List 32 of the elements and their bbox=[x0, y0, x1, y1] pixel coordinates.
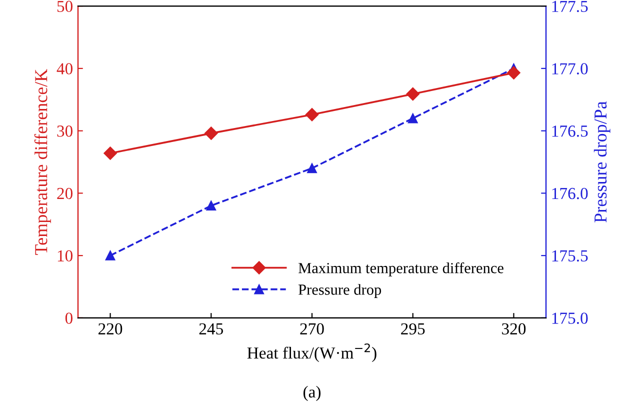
y-tick-label: 30 bbox=[57, 126, 73, 137]
y-tick-label: 40 bbox=[56, 63, 73, 74]
y2-axis-title: Pressure drop/Pa bbox=[594, 101, 610, 222]
point bbox=[206, 200, 216, 211]
y-tick-label: 20 bbox=[57, 188, 73, 200]
x-tick-label: 270 bbox=[300, 323, 324, 335]
point bbox=[305, 108, 319, 122]
y-tick-label: 50 bbox=[57, 0, 73, 12]
point bbox=[307, 163, 317, 174]
x-tick-label: 245 bbox=[199, 323, 223, 335]
point bbox=[406, 87, 420, 101]
legend-label: Maximum temperature difference bbox=[298, 262, 504, 276]
point bbox=[204, 126, 218, 140]
text: (a) bbox=[303, 386, 321, 401]
legend-label: Pressure drop bbox=[298, 284, 382, 298]
y-axis-title: Temperature difference/K bbox=[34, 68, 51, 255]
y2-tick-label: 177.5 bbox=[552, 0, 588, 12]
y-tick-label: 0 bbox=[65, 312, 73, 324]
point bbox=[104, 146, 117, 160]
point bbox=[507, 66, 520, 80]
y-tick-label: 10 bbox=[58, 250, 73, 262]
y2-tick-label: 176.0 bbox=[552, 188, 588, 200]
x-tick-label: 220 bbox=[98, 323, 122, 335]
x-tick-label: 295 bbox=[401, 323, 425, 335]
point bbox=[105, 250, 116, 260]
point bbox=[408, 113, 418, 124]
y2-tick-label: 176.5 bbox=[552, 126, 588, 137]
y2-tick-label: 175.5 bbox=[552, 250, 588, 262]
x-tick-label: 320 bbox=[502, 323, 526, 335]
x-axis-title: Heat flux/(W·m$^{−2}$) bbox=[247, 343, 376, 362]
y2-tick-label: 175.0 bbox=[552, 312, 588, 324]
y2-tick-label: 177.0 bbox=[552, 63, 588, 74]
